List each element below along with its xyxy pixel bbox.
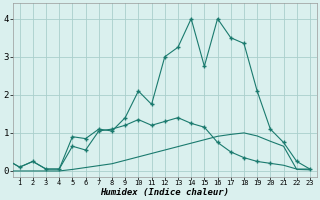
X-axis label: Humidex (Indice chaleur): Humidex (Indice chaleur) [100,188,229,197]
